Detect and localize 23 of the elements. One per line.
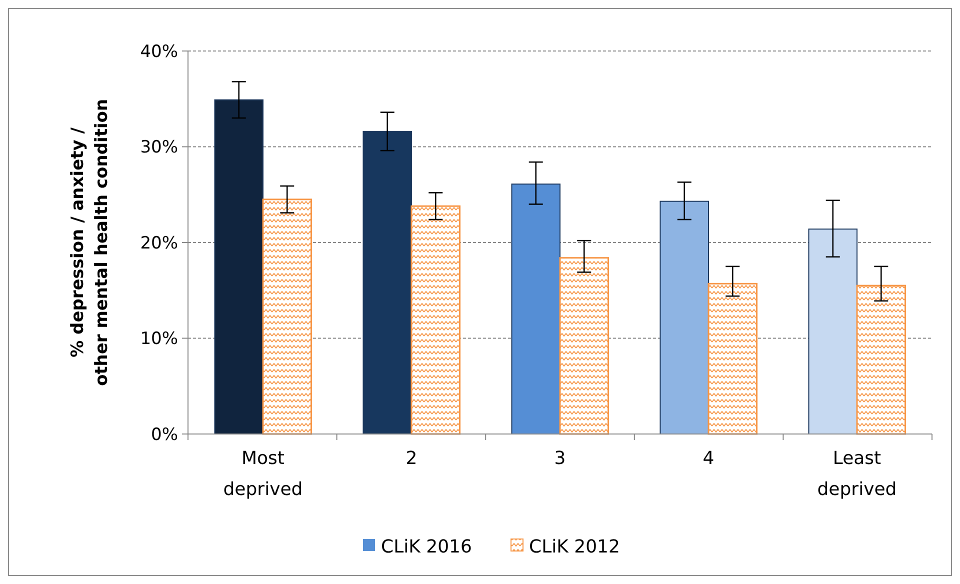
legend-label: CLiK 2016 (381, 536, 472, 558)
legend-label: CLiK 2012 (529, 536, 620, 558)
bar (262, 198, 312, 435)
bar (362, 130, 412, 434)
y-tick-label: 30% (140, 138, 178, 158)
y-tick-label: 10% (140, 329, 178, 350)
bar (214, 99, 264, 434)
bar (808, 228, 858, 434)
y-axis-title: % depression / anxiety / other mental health condition (68, 98, 112, 386)
y-tick-label: 40% (140, 42, 178, 62)
bar (511, 184, 560, 434)
y-tick-label: 20% (140, 233, 178, 254)
x-tick-label: Most deprived (223, 448, 303, 500)
bar (856, 284, 906, 435)
bar (410, 205, 461, 435)
bar (660, 200, 710, 434)
bar (708, 282, 758, 435)
bar (559, 257, 610, 435)
y-tick-label: 0% (151, 424, 178, 445)
x-tick-label: Least deprived (817, 448, 897, 500)
x-tick-label: 3 (554, 448, 566, 469)
x-tick-label: 2 (406, 448, 418, 469)
x-tick-label: 4 (702, 448, 714, 469)
